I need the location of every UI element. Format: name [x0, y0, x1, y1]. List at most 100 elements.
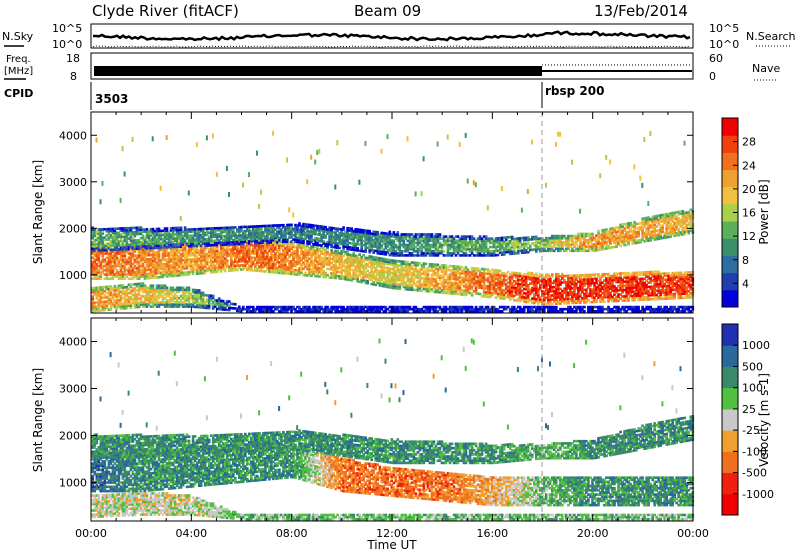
- data-cell: [97, 256, 101, 260]
- data-cell: [412, 245, 416, 249]
- data-cell: [388, 310, 392, 313]
- data-cell: [292, 243, 295, 247]
- data-cell: [302, 307, 305, 311]
- data-cell: [406, 279, 410, 283]
- data-cell: [113, 264, 117, 268]
- data-cell: [175, 303, 179, 306]
- data-cell: [324, 310, 327, 313]
- data-cell: [358, 236, 362, 240]
- data-cell: [460, 239, 464, 243]
- data-cell: [424, 283, 428, 287]
- data-cell: [121, 256, 125, 260]
- data-cell: [312, 307, 315, 311]
- data-cell: [119, 239, 123, 243]
- data-cell: [444, 307, 448, 311]
- data-cell: [390, 249, 394, 253]
- data-cell: [414, 235, 418, 238]
- data-cell: [113, 235, 117, 239]
- data-cell: [404, 283, 408, 287]
- data-cell: [444, 268, 448, 272]
- data-cell: [221, 244, 225, 248]
- data-cell: [304, 259, 307, 262]
- data-cell: [400, 260, 404, 263]
- data-cell: [141, 230, 145, 233]
- data-cell: [452, 250, 456, 253]
- data-cell: [380, 265, 384, 269]
- data-cell: [145, 299, 149, 302]
- data-cell: [254, 229, 257, 232]
- data-cell: [107, 227, 111, 231]
- data-cell: [324, 248, 327, 252]
- data-cell: [292, 262, 295, 265]
- data-cell: [240, 238, 243, 241]
- data-cell: [264, 247, 267, 250]
- data-cell: [278, 230, 281, 233]
- data-cell: [103, 285, 107, 289]
- data-cell: [201, 250, 205, 254]
- data-cell: [191, 270, 195, 274]
- data-cell: [254, 225, 257, 228]
- data-cell: [244, 238, 247, 241]
- data-cell: [354, 230, 358, 233]
- data-cell: [448, 273, 452, 276]
- data-cell: [129, 289, 133, 293]
- data-cell: [300, 233, 303, 236]
- data-cell: [153, 251, 157, 254]
- data-cell: [448, 292, 452, 295]
- data-cell: [466, 291, 470, 295]
- data-cell: [111, 236, 115, 239]
- data-cell: [350, 231, 354, 235]
- data-cell: [254, 233, 257, 237]
- data-cell: [91, 303, 95, 307]
- data-cell: [284, 251, 287, 254]
- data-cell: [460, 235, 464, 238]
- data-cell: [414, 288, 418, 292]
- data-cell: [135, 289, 139, 292]
- data-cell: [169, 247, 173, 251]
- data-cell: [230, 250, 233, 253]
- data-cell: [240, 236, 243, 239]
- data-cell: [456, 243, 460, 247]
- data-cell: [416, 280, 420, 284]
- data-cell: [424, 245, 428, 249]
- data-cell: [430, 252, 434, 255]
- data-cell: [322, 307, 325, 311]
- data-cell: [412, 282, 416, 285]
- data-cell: [338, 266, 341, 270]
- data-cell: [306, 255, 309, 258]
- data-cell: [145, 254, 149, 257]
- data-cell: [151, 238, 155, 241]
- data-cell: [314, 268, 317, 272]
- data-cell: [298, 241, 301, 244]
- data-cell: [452, 265, 456, 268]
- data-cell: [149, 270, 153, 273]
- data-cell: [209, 298, 213, 302]
- data-cell: [316, 249, 319, 253]
- data-cell: [310, 240, 313, 244]
- data-cell: [175, 251, 179, 254]
- data-cell: [205, 260, 209, 264]
- data-cell: [364, 237, 368, 241]
- data-cell: [344, 271, 347, 275]
- data-cell: [356, 247, 360, 250]
- data-cell: [151, 270, 155, 273]
- data-cell: [93, 262, 97, 266]
- data-cell: [135, 232, 139, 236]
- data-cell: [462, 237, 466, 240]
- data-cell: [115, 305, 119, 309]
- data-cell: [334, 246, 337, 249]
- data-cell: [458, 282, 462, 285]
- data-cell: [350, 276, 354, 280]
- data-cell: [396, 278, 400, 282]
- data-cell: [290, 223, 293, 227]
- data-cell: [426, 279, 430, 283]
- data-cell: [346, 226, 349, 230]
- data-cell: [189, 292, 193, 296]
- data-cell: [302, 257, 305, 260]
- data-cell: [292, 229, 295, 233]
- data-cell: [103, 269, 107, 272]
- data-cell: [458, 237, 462, 240]
- data-cell: [171, 253, 175, 257]
- data-cell: [410, 271, 414, 275]
